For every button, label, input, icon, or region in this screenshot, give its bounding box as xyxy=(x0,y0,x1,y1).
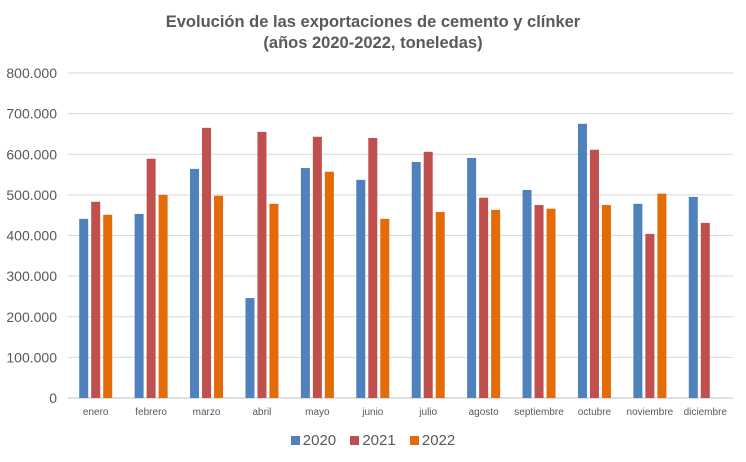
x-tick-label: marzo xyxy=(193,407,221,418)
legend-label: 2020 xyxy=(302,432,337,449)
bar-2021-julio xyxy=(423,151,433,398)
bar-2020-junio xyxy=(356,179,366,398)
y-tick-label: 200.000 xyxy=(6,309,57,325)
x-tick-label: diciembre xyxy=(684,407,728,418)
legend: 2020 2021 2022 xyxy=(0,432,746,449)
x-tick-label: noviembre xyxy=(627,407,674,418)
x-tick-label: febrero xyxy=(135,407,167,418)
x-tick-label: julio xyxy=(418,407,437,418)
bar-2021-octubre xyxy=(589,149,599,398)
bar-2021-agosto xyxy=(479,197,489,398)
bar-2022-octubre xyxy=(601,205,611,398)
x-tick-label: octubre xyxy=(578,407,612,418)
bar-2020-noviembre xyxy=(633,203,643,398)
bar-2020-abril xyxy=(245,298,255,398)
y-axis-ticks: 0 100.000 200.000 300.000 400.000 500.000 600.… xyxy=(6,65,57,406)
y-tick-label: 600.000 xyxy=(6,146,57,162)
x-axis-labels: enero febrero marzo abril mayo junio julio agos… xyxy=(83,407,727,418)
bar-2020-septiembre xyxy=(522,190,532,398)
bar-2022-junio xyxy=(380,218,390,398)
bar-2020-agosto xyxy=(467,157,477,398)
legend-item-2022: 2022 xyxy=(409,432,456,449)
x-tick-label: junio xyxy=(361,407,384,418)
y-tick-label: 500.000 xyxy=(6,187,57,203)
bar-2021-mayo xyxy=(312,136,322,398)
x-tick-label: abril xyxy=(253,407,272,418)
legend-label: 2022 xyxy=(421,432,456,449)
bar-2022-abril xyxy=(269,203,279,398)
chart-title-line: Evolución de las exportaciones de cement… xyxy=(165,13,581,31)
y-tick-label: 100.000 xyxy=(6,349,57,365)
gridlines xyxy=(68,72,733,399)
y-tick-label: 800.000 xyxy=(6,65,57,81)
bar-2021-diciembre xyxy=(700,222,710,398)
bar-2021-noviembre xyxy=(645,233,655,398)
y-tick-label: 300.000 xyxy=(6,268,57,284)
bar-2022-febrero xyxy=(158,194,168,398)
bar-2021-febrero xyxy=(146,158,156,398)
x-tick-label: agosto xyxy=(469,407,499,418)
chart-subtitle: (años 2020-2022, toneledas) xyxy=(263,34,483,52)
bar-2021-enero xyxy=(91,201,101,398)
bar-2022-marzo xyxy=(214,195,224,398)
bar-2020-marzo xyxy=(190,168,200,398)
legend-swatch xyxy=(350,436,360,445)
bar-2020-febrero xyxy=(134,213,144,398)
bar-2021-septiembre xyxy=(534,205,544,398)
legend-label: 2021 xyxy=(362,432,396,449)
legend-swatch xyxy=(409,436,419,445)
chart-title: Evolución de las exportaciones de cement… xyxy=(0,12,746,54)
bar-2020-julio xyxy=(411,161,421,398)
bar-2022-enero xyxy=(103,214,113,398)
y-tick-label: 700.000 xyxy=(6,106,57,122)
bar-2020-mayo xyxy=(300,168,310,398)
bar-2022-agosto xyxy=(491,209,501,398)
x-tick-label: septiembre xyxy=(514,407,564,418)
bar-2021-abril xyxy=(257,131,267,398)
legend-item-2020: 2020 xyxy=(290,432,337,449)
bar-2020-diciembre xyxy=(688,196,698,398)
legend-swatch xyxy=(290,436,300,445)
x-tick-label: enero xyxy=(83,407,109,418)
bar-2022-mayo xyxy=(324,171,334,398)
bar-2022-septiembre xyxy=(546,208,556,398)
bar-2022-julio xyxy=(435,211,445,398)
y-tick-label: 400.000 xyxy=(6,228,57,244)
bar-chart: 0 100.000 200.000 300.000 400.000 500.000 600.… xyxy=(6,65,733,418)
bar-2020-enero xyxy=(79,218,89,398)
bar-2021-junio xyxy=(368,138,378,398)
bar-2022-noviembre xyxy=(657,193,667,398)
legend-item-2021: 2021 xyxy=(350,432,396,449)
y-tick-label: 0 xyxy=(49,390,57,406)
x-tick-label: mayo xyxy=(305,407,330,418)
bar-2021-marzo xyxy=(202,127,212,398)
bar-2020-octubre xyxy=(577,123,587,398)
bars xyxy=(79,123,710,398)
